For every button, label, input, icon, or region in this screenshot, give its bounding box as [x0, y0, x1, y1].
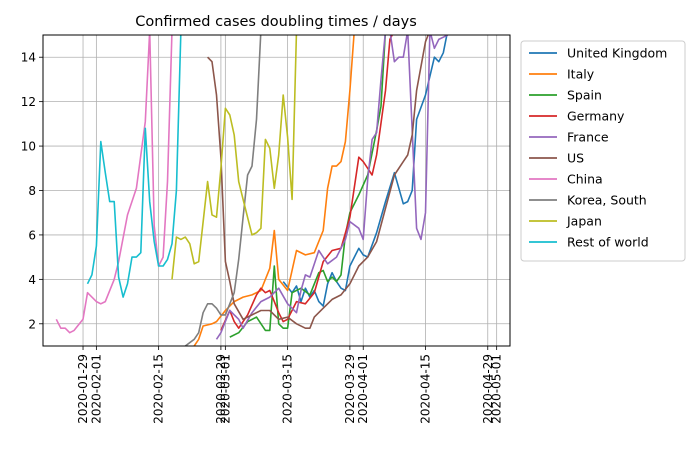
y-tick-label: 10	[21, 140, 36, 154]
series-line-us	[207, 35, 430, 330]
series-layer	[55, 35, 449, 346]
legend-label: Rest of world	[567, 235, 649, 250]
y-tick-label: 8	[28, 184, 36, 198]
x-tick-label: 2020-01-29	[76, 354, 90, 424]
y-tick-label: 14	[21, 51, 36, 65]
y-tick-label: 2	[28, 317, 36, 331]
legend-label: Germany	[567, 109, 625, 124]
y-tick-label: 6	[28, 228, 36, 242]
series-line-united-kingdom	[282, 35, 448, 307]
series-line-france	[215, 35, 449, 340]
legend-label: Korea, South	[567, 193, 647, 208]
series-line-spain	[229, 35, 387, 338]
legend-label: China	[567, 172, 603, 187]
x-tick-label: 2020-03-15	[281, 354, 295, 424]
legend-label: US	[567, 151, 584, 166]
legend-label: France	[567, 130, 609, 145]
x-tick-label: 2020-02-01	[89, 354, 103, 424]
legend: United Kingdom Italy Spain Germany France US C…	[520, 40, 686, 262]
series-line-china	[55, 35, 173, 334]
chart-title: Confirmed cases doubling times / days	[135, 14, 417, 30]
x-tick-label: 2020-02-15	[152, 354, 166, 424]
series-line-rest-of-world	[86, 35, 182, 298]
x-tick-label: 2020-03-29	[343, 354, 357, 424]
x-tick-label: 2020-04-01	[356, 354, 370, 424]
grid-layer	[43, 35, 510, 346]
y-tick-label: 12	[21, 95, 36, 109]
series-line-japan	[171, 35, 298, 280]
legend-label: Italy	[567, 67, 595, 82]
x-tick-label: 2020-05-01	[490, 354, 504, 424]
x-tick-label: 2020-04-29	[481, 354, 495, 424]
series-line-korea-south	[184, 35, 262, 346]
legend-label: United Kingdom	[567, 46, 667, 61]
legend-label: Japan	[566, 214, 602, 229]
legend-box	[520, 40, 686, 262]
x-tick-label: 2020-03-01	[218, 354, 232, 424]
y-tick-label: 4	[28, 273, 36, 287]
axis-layer: 2020-01-29 2020-02-01 2020-02-15 2020-02-29…	[21, 51, 504, 424]
legend-label: Spain	[567, 88, 602, 103]
series-line-italy	[193, 35, 355, 346]
x-tick-label: 2020-02-29	[214, 354, 228, 424]
x-tick-label: 2020-04-15	[418, 354, 432, 424]
